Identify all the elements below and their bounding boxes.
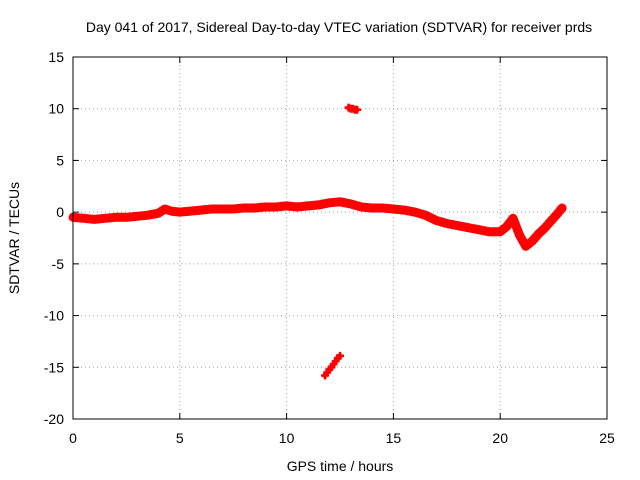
series-band bbox=[68, 197, 567, 251]
data-point bbox=[303, 201, 312, 210]
data-point bbox=[357, 202, 366, 211]
data-point bbox=[282, 201, 291, 210]
data-point bbox=[197, 206, 206, 215]
data-point bbox=[218, 205, 227, 214]
data-point bbox=[453, 221, 462, 230]
data-point bbox=[378, 204, 387, 213]
series-1 bbox=[68, 197, 567, 251]
data-point bbox=[368, 204, 377, 213]
grid-layer bbox=[73, 57, 607, 419]
data-point bbox=[464, 223, 473, 232]
data-point bbox=[167, 207, 176, 216]
data-point bbox=[325, 198, 334, 207]
chart-title: Day 041 of 2017, Sidereal Day-to-day VTE… bbox=[86, 19, 592, 35]
data-point bbox=[496, 227, 505, 236]
data-point bbox=[534, 229, 543, 238]
data-point bbox=[547, 216, 556, 225]
data-point bbox=[293, 202, 302, 211]
data-point bbox=[207, 205, 216, 214]
data-point bbox=[160, 205, 169, 214]
x-tick-label: 25 bbox=[599, 430, 615, 446]
data-point bbox=[239, 204, 248, 213]
data-point bbox=[336, 351, 344, 360]
data-point bbox=[314, 200, 323, 209]
x-tick-label: 5 bbox=[176, 430, 184, 446]
data-point bbox=[502, 222, 511, 231]
data-point bbox=[111, 213, 120, 222]
data-point bbox=[133, 212, 142, 221]
data-point bbox=[250, 204, 259, 213]
data-point bbox=[101, 214, 110, 223]
y-tick-label: 5 bbox=[56, 152, 64, 168]
y-tick-label: 10 bbox=[48, 101, 64, 117]
x-tick-label: 15 bbox=[386, 430, 402, 446]
data-point bbox=[541, 223, 550, 232]
series-3 bbox=[321, 351, 344, 380]
data-point bbox=[122, 213, 131, 222]
y-tick-label: 15 bbox=[48, 49, 64, 65]
x-tick-label: 20 bbox=[492, 430, 508, 446]
y-tick-label: -15 bbox=[44, 359, 64, 375]
x-tick-label: 0 bbox=[69, 430, 77, 446]
y-tick-label: -20 bbox=[44, 411, 64, 427]
data-point bbox=[432, 216, 441, 225]
data-point bbox=[485, 227, 494, 236]
y-tick-label: 0 bbox=[56, 204, 64, 220]
data-point bbox=[175, 208, 184, 217]
x-tick-label: 10 bbox=[279, 430, 295, 446]
data-point bbox=[186, 207, 195, 216]
data-point bbox=[261, 202, 270, 211]
data-point bbox=[143, 211, 152, 220]
y-axis-label: SDTVAR / TECUs bbox=[6, 182, 22, 294]
data-point bbox=[353, 105, 362, 114]
plot-frame bbox=[72, 56, 608, 420]
data-point bbox=[558, 204, 567, 213]
data-point bbox=[528, 237, 537, 246]
data-point bbox=[553, 209, 562, 218]
tick-layer: 0 5 10 15 20 25 -20 -15 -10 -5 0 5 10 15 bbox=[44, 49, 615, 446]
series-2 bbox=[344, 103, 362, 114]
data-point bbox=[515, 230, 524, 239]
data-point bbox=[442, 219, 451, 228]
data-point bbox=[346, 199, 355, 208]
y-tick-label: -5 bbox=[52, 256, 65, 272]
data-point bbox=[400, 206, 409, 215]
data-point bbox=[229, 205, 238, 214]
y-tick-label: -10 bbox=[44, 308, 64, 324]
data-layer bbox=[68, 103, 567, 380]
data-point bbox=[389, 205, 398, 214]
data-point bbox=[474, 225, 483, 234]
data-point bbox=[90, 215, 99, 224]
data-point bbox=[509, 214, 518, 223]
data-point bbox=[421, 211, 430, 220]
data-point bbox=[410, 208, 419, 217]
data-point bbox=[271, 202, 280, 211]
x-axis-label: GPS time / hours bbox=[287, 458, 394, 474]
data-point bbox=[79, 214, 88, 223]
data-point bbox=[154, 209, 163, 218]
data-point bbox=[521, 242, 530, 251]
data-point bbox=[336, 197, 344, 206]
